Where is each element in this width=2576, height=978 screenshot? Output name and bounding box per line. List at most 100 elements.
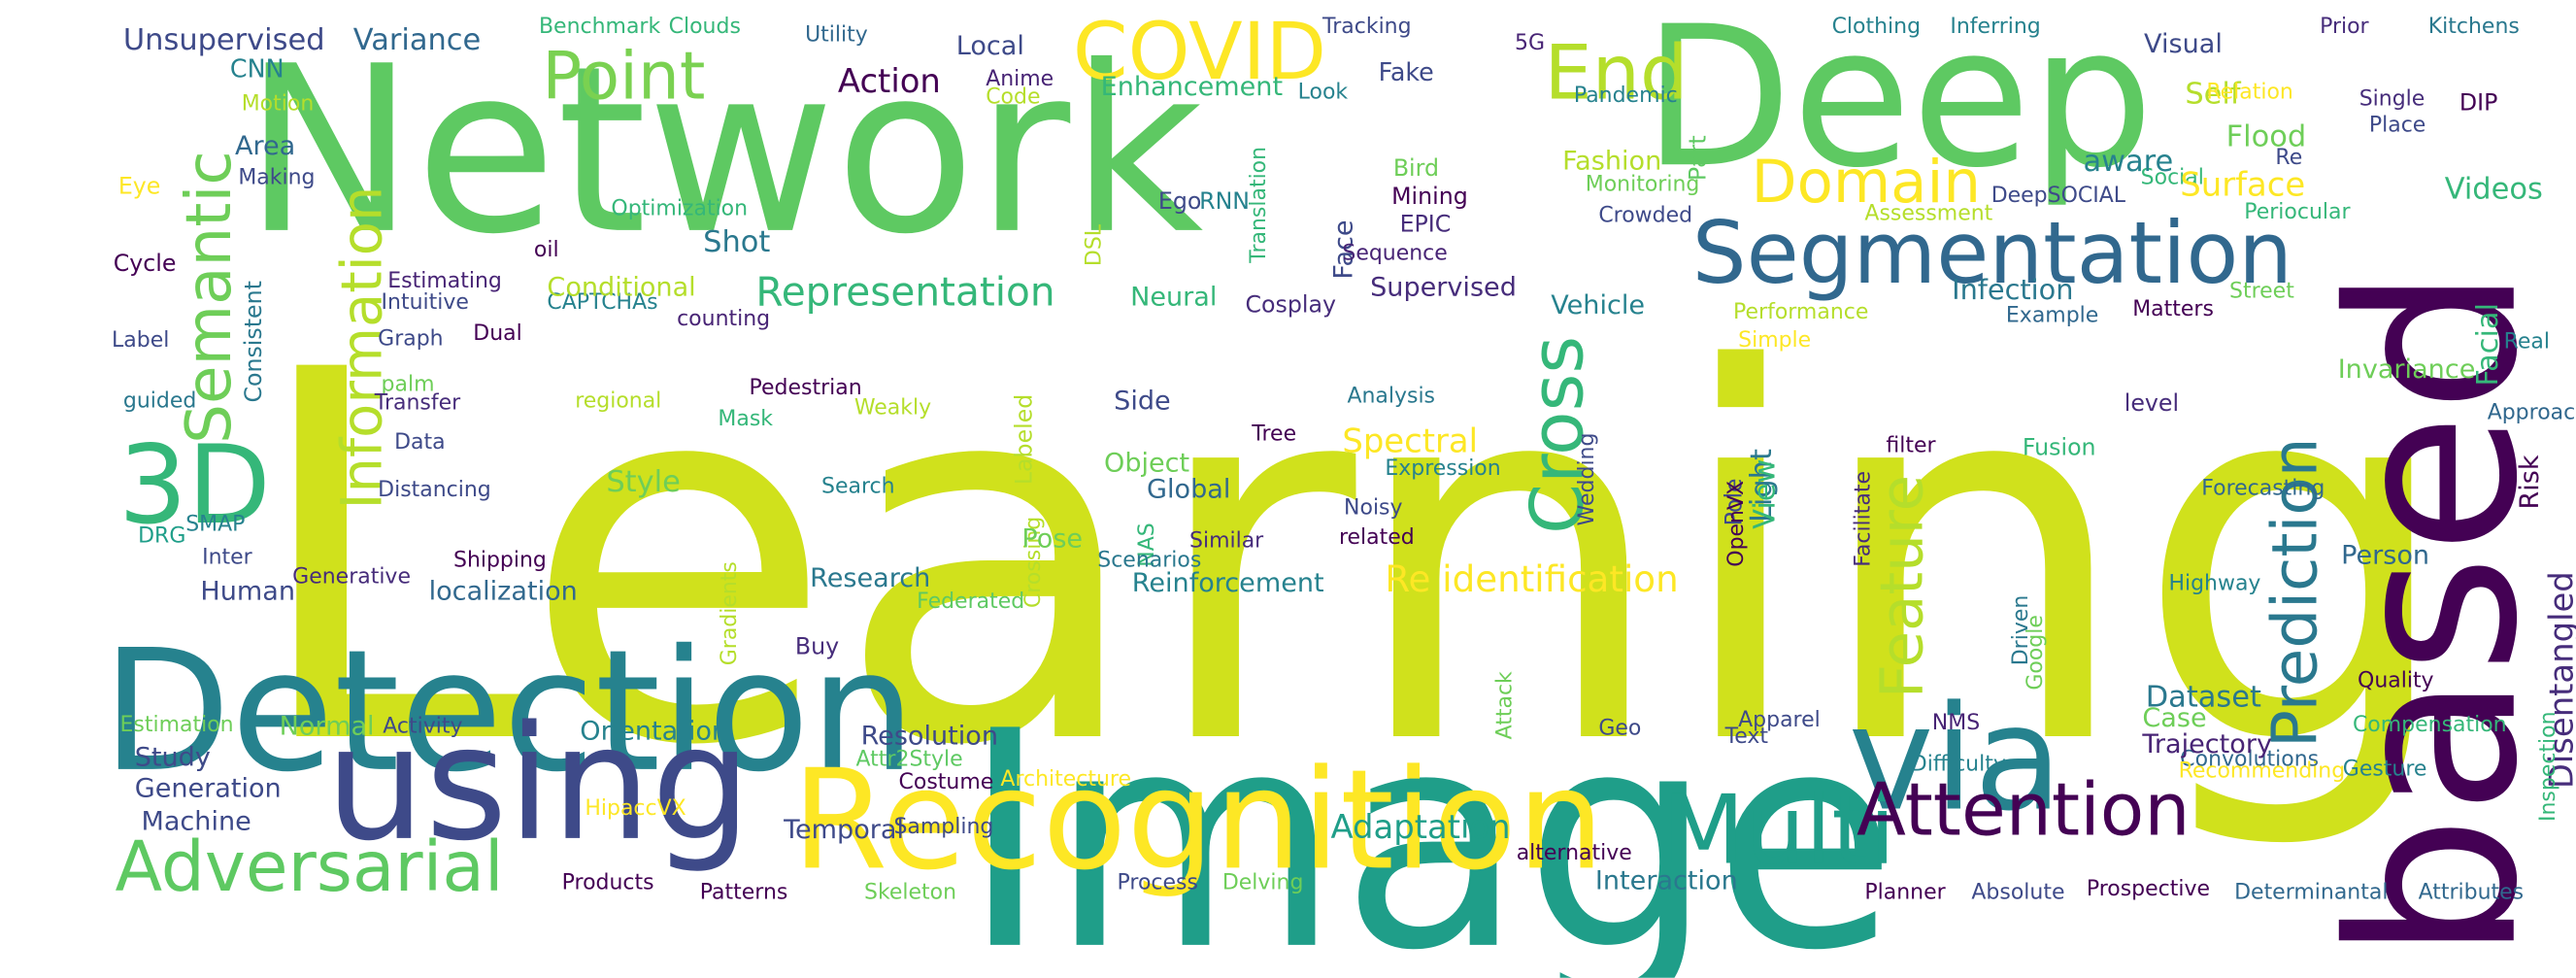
word-style: Style bbox=[606, 465, 680, 499]
word-anime: Anime bbox=[986, 67, 1054, 91]
word-network: Network bbox=[243, 17, 1203, 285]
word-domain: Domain bbox=[1752, 148, 1981, 217]
word-re: Re bbox=[2275, 146, 2302, 170]
word-learning: Learning bbox=[247, 263, 2458, 857]
word-planner: Planner bbox=[1864, 881, 1946, 905]
word-intuitive: Intuitive bbox=[382, 290, 469, 315]
word-multi: Multi bbox=[1662, 775, 1895, 886]
word-visual: Visual bbox=[2144, 29, 2223, 59]
word-local: Local bbox=[956, 31, 1024, 61]
word-clothing: Clothing bbox=[1832, 15, 1921, 39]
word-fusion: Fusion bbox=[2023, 434, 2096, 461]
word-image: Image bbox=[961, 667, 1897, 978]
word-hipaccvx: HipaccVX bbox=[585, 796, 686, 821]
word-human: Human bbox=[200, 577, 295, 607]
word-deepsocial: DeepSOCIAL bbox=[1991, 184, 2126, 208]
word-single: Single bbox=[2359, 86, 2425, 111]
word-search: Search bbox=[821, 475, 895, 499]
word-labeled: Labeled bbox=[1011, 394, 1038, 485]
word-motion: Motion bbox=[242, 91, 315, 116]
word-videos: Videos bbox=[2445, 173, 2543, 207]
word-epic: EPIC bbox=[1400, 211, 1452, 238]
word-flood: Flood bbox=[2226, 120, 2307, 154]
word-highway: Highway bbox=[2168, 571, 2260, 595]
word-sampling: Sampling bbox=[893, 815, 993, 839]
word-information: Information bbox=[330, 186, 395, 510]
word-federated: Federated bbox=[917, 590, 1024, 614]
word-adaptation: Adaptation bbox=[1331, 808, 1511, 846]
word-matters: Matters bbox=[2132, 297, 2214, 321]
word-segmentation: Segmentation bbox=[1692, 203, 2292, 303]
word-vehicle: Vehicle bbox=[1551, 290, 1645, 320]
word-wedding: Wedding bbox=[1575, 433, 1599, 526]
word-periocular: Periocular bbox=[2244, 200, 2351, 224]
word-shot: Shot bbox=[703, 225, 770, 259]
word-normal: Normal bbox=[280, 711, 375, 741]
word-invariance: Invariance bbox=[2338, 354, 2476, 385]
word-attack: Attack bbox=[1493, 671, 1518, 739]
word-aware: aware bbox=[2083, 145, 2173, 179]
word-rnn: RNN bbox=[1199, 187, 1250, 215]
word-simple: Simple bbox=[1738, 328, 1811, 353]
word-part: Part bbox=[1684, 135, 1711, 181]
word-deep: Deep bbox=[1643, 0, 2154, 211]
word-enhancement: Enhancement bbox=[1101, 72, 1283, 102]
word-pole: Pole bbox=[1721, 478, 1748, 525]
word-patterns: Patterns bbox=[700, 881, 788, 905]
word-trajectory: Trajectory bbox=[2141, 729, 2272, 759]
word-side: Side bbox=[1114, 386, 1171, 416]
word-facilitate: Facilitate bbox=[1851, 471, 1875, 567]
word-localization: localization bbox=[429, 577, 578, 607]
word-related: related bbox=[1339, 525, 1415, 550]
word-research: Research bbox=[810, 563, 930, 593]
word-cnn: CNN bbox=[230, 54, 284, 84]
word-face: Face bbox=[1329, 219, 1359, 279]
word-look: Look bbox=[1298, 81, 1349, 105]
word-process: Process bbox=[1118, 870, 1198, 894]
word-sequence: Sequence bbox=[1342, 241, 1447, 265]
word-surface: Surface bbox=[2180, 165, 2305, 203]
word-clouds: Clouds bbox=[669, 15, 741, 39]
word-semantic: Semantic bbox=[173, 151, 246, 444]
word-view: View bbox=[1748, 459, 1782, 529]
word-tracking: Tracking bbox=[1321, 15, 1412, 39]
word-unsupervised: Unsupervised bbox=[123, 23, 325, 57]
word-estimating: Estimating bbox=[387, 269, 502, 293]
word-ego: Ego bbox=[1158, 187, 1201, 215]
word-similar: Similar bbox=[1189, 528, 1264, 553]
word-palm: palm bbox=[382, 373, 435, 397]
word-point: Point bbox=[542, 38, 705, 115]
word-forecasting: Forecasting bbox=[2201, 476, 2325, 500]
word-crossing: Crossing bbox=[1021, 517, 1046, 608]
word-data: Data bbox=[394, 430, 446, 455]
word-neural: Neural bbox=[1130, 283, 1217, 313]
word-graph: Graph bbox=[378, 326, 443, 351]
word-dual: Dual bbox=[473, 321, 521, 346]
word-dsl: DSL bbox=[1083, 223, 1107, 266]
word-temporal: Temporal bbox=[783, 815, 904, 845]
word-relation: Relation bbox=[2206, 81, 2293, 105]
word-counting: counting bbox=[677, 307, 770, 331]
word-estimation: Estimation bbox=[120, 713, 234, 737]
word-delving: Delving bbox=[1222, 870, 1304, 894]
word-inspection: Inspection bbox=[2536, 711, 2560, 822]
word-fake: Fake bbox=[1379, 57, 1434, 86]
word-oil: oil bbox=[534, 238, 559, 262]
word-benchmark: Benchmark bbox=[539, 15, 660, 39]
word-monitoring: Monitoring bbox=[1586, 172, 1700, 196]
word-apparel: Apparel bbox=[1738, 708, 1821, 732]
word-object: Object bbox=[1104, 449, 1189, 479]
word-absolute: Absolute bbox=[1971, 881, 2064, 905]
word-optimization: Optimization bbox=[611, 197, 748, 221]
word-nas: NAS bbox=[1135, 523, 1159, 566]
word-attr2style: Attr2Style bbox=[856, 747, 963, 771]
word-dip: DIP bbox=[2459, 88, 2497, 116]
word-gesture: Gesture bbox=[2343, 758, 2427, 782]
word-inferring: Inferring bbox=[1950, 15, 2040, 39]
word-self: Self bbox=[2185, 78, 2242, 112]
word-mining: Mining bbox=[1391, 183, 1468, 210]
word-example: Example bbox=[2006, 304, 2098, 328]
word-generation: Generation bbox=[135, 774, 282, 804]
word-google: Google bbox=[2024, 615, 2048, 691]
word-orientation: Orientation bbox=[580, 716, 728, 746]
